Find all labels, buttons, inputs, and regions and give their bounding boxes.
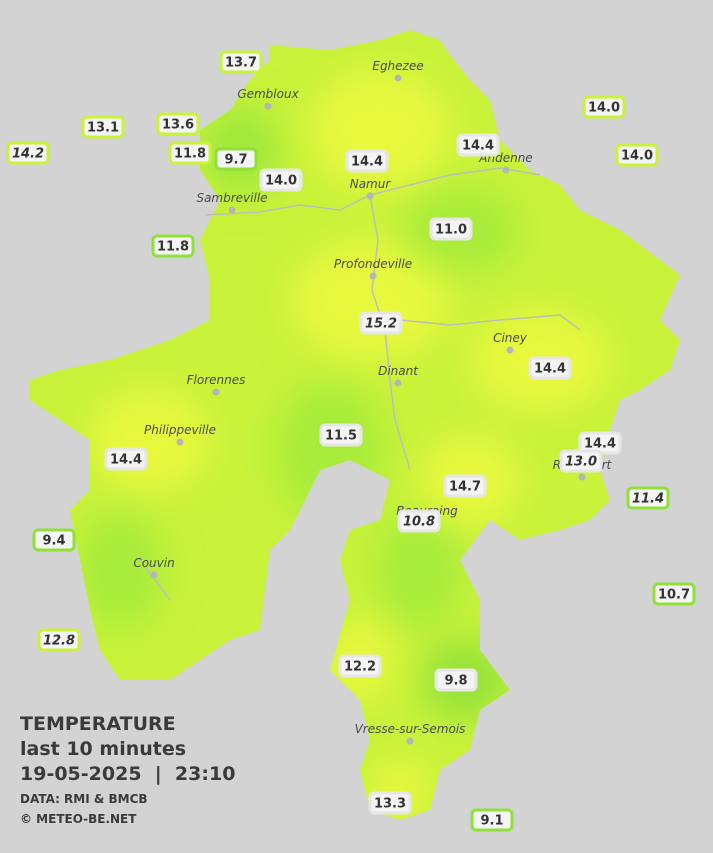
town-dot — [369, 272, 377, 280]
station-value: 15.2 — [365, 317, 397, 332]
station-box — [429, 217, 473, 241]
town-dot — [176, 438, 184, 446]
town-label: Couvin — [133, 556, 174, 570]
station-box — [615, 143, 659, 167]
town-label: Dinant — [378, 364, 419, 378]
station-value: 13.0 — [565, 455, 597, 470]
station-value: 14.4 — [462, 139, 494, 154]
town-dot — [506, 346, 514, 354]
station-box — [214, 147, 258, 171]
town-label: Profondeville — [334, 257, 412, 271]
station-value: 10.8 — [403, 515, 435, 530]
station-box — [37, 628, 81, 652]
town-label: Vresse-sur-Semois — [355, 722, 466, 736]
station-value: 14.7 — [449, 480, 481, 495]
station-value: 11.5 — [325, 429, 357, 444]
station-value: 14.4 — [584, 437, 616, 452]
station-box — [456, 133, 500, 157]
station-value: 12.8 — [43, 634, 75, 649]
town-dot — [578, 473, 586, 481]
station-value: 11.8 — [174, 147, 206, 162]
station-box — [6, 141, 50, 165]
station-box — [434, 668, 478, 692]
station-box — [528, 356, 572, 380]
station-value: 14.4 — [351, 155, 383, 170]
town-dot — [394, 74, 402, 82]
station-box — [359, 311, 403, 335]
town-dot — [228, 206, 236, 214]
station-value: 9.7 — [224, 153, 247, 168]
station-value: 14.2 — [12, 147, 44, 162]
legend: TEMPERATURE last 10 minutes 19-05-2025 |… — [20, 713, 235, 826]
station-value: 11.8 — [157, 240, 189, 255]
station-value: 14.4 — [110, 453, 142, 468]
legend-timestamp: 19-05-2025 | 23:10 — [20, 763, 235, 785]
station-box — [345, 149, 389, 173]
town-dot — [212, 388, 220, 396]
station-value: 14.0 — [621, 149, 653, 164]
station-box — [319, 423, 363, 447]
station-value: 9.8 — [444, 674, 467, 689]
town-dot — [502, 166, 510, 174]
station-value: 14.0 — [265, 174, 297, 189]
station-box — [151, 234, 195, 258]
town-label: Eghezee — [372, 59, 423, 73]
station-box — [443, 474, 487, 498]
town-label: Philippeville — [144, 423, 216, 437]
station-box — [104, 447, 148, 471]
town-dot — [394, 379, 402, 387]
station-value: 14.0 — [588, 101, 620, 116]
station-box — [582, 95, 626, 119]
station-value: 14.4 — [534, 362, 566, 377]
station-box — [338, 654, 382, 678]
station-value: 12.2 — [344, 660, 376, 675]
legend-subtitle: last 10 minutes — [20, 738, 186, 760]
town-dot — [366, 192, 374, 200]
stations: 13.7 13.1 13.6 14.2 11.8 9.7 14.0 14.4 14.4 14.0 1… — [6, 50, 696, 832]
town-label: Sambreville — [196, 191, 267, 205]
station-value: 11.0 — [435, 223, 467, 238]
station-value: 13.6 — [162, 118, 194, 133]
station-value: 13.1 — [87, 121, 119, 136]
town-dot — [264, 102, 272, 110]
town-label: Florennes — [187, 373, 246, 387]
station-box — [219, 50, 263, 74]
station-box — [652, 582, 696, 606]
legend-credit: © METEO-BE.NET — [20, 812, 137, 826]
town-dot — [406, 737, 414, 745]
legend-title: TEMPERATURE — [20, 713, 176, 735]
station-box — [259, 168, 303, 192]
station-value: 9.1 — [480, 814, 503, 829]
station-value: 13.7 — [225, 56, 257, 71]
station-value: 11.4 — [632, 492, 664, 507]
station-box — [368, 791, 412, 815]
town-dot — [150, 571, 158, 579]
station-box — [626, 486, 670, 510]
station-box — [397, 509, 441, 533]
station-value: 10.7 — [658, 588, 690, 603]
station-value: 13.3 — [374, 797, 406, 812]
town-label: Gembloux — [237, 87, 299, 101]
legend-source: DATA: RMI & BMCB — [20, 792, 148, 806]
town-label: Ciney — [493, 331, 528, 345]
station-box — [470, 808, 514, 832]
town-label: Namur — [350, 177, 392, 191]
station-box — [32, 528, 76, 552]
station-box — [81, 115, 125, 139]
station-box — [559, 449, 603, 473]
station-value: 9.4 — [42, 534, 65, 549]
station-box — [168, 141, 212, 165]
station-box — [156, 112, 200, 136]
